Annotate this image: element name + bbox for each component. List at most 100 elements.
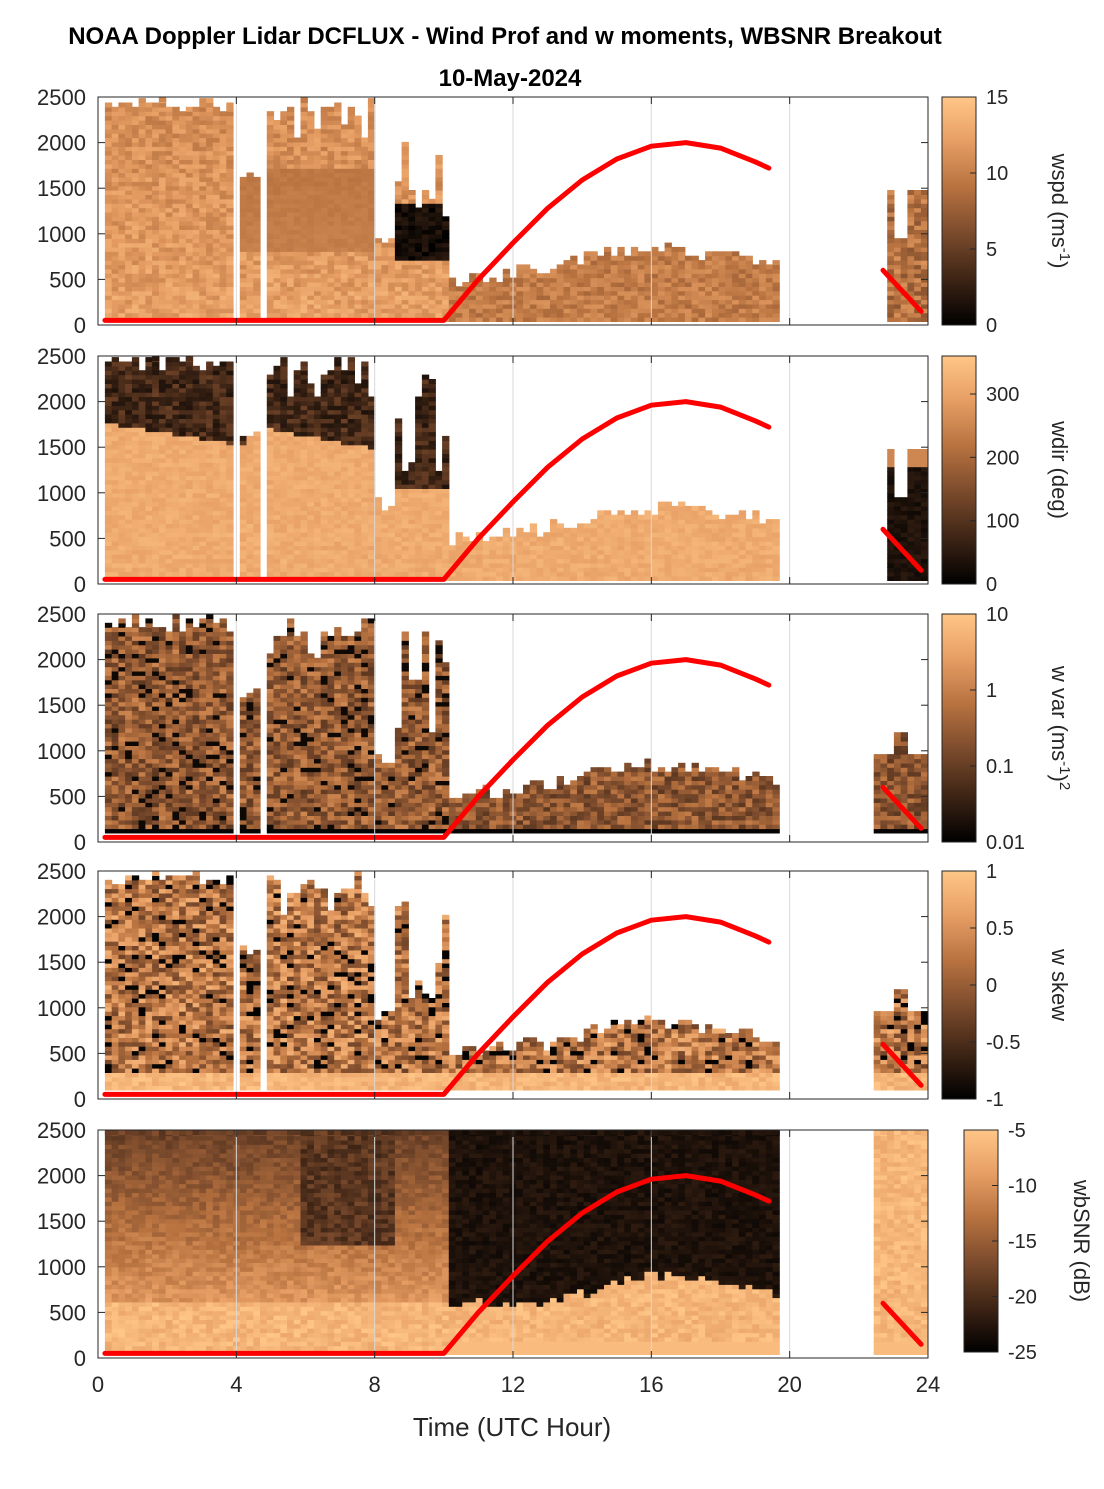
heatmap-cell	[368, 186, 375, 191]
heatmap-cell	[402, 216, 409, 221]
heatmap-cell	[658, 308, 665, 313]
heatmap-cell	[368, 537, 375, 542]
heatmap-cell	[105, 515, 112, 520]
heatmap-cell	[435, 216, 442, 221]
heatmap-cell	[206, 151, 213, 156]
heatmap-cell	[334, 295, 341, 300]
heatmap-cell	[408, 291, 415, 296]
heatmap-cell	[179, 449, 186, 454]
heatmap-cell	[314, 414, 321, 419]
heatmap-cell	[206, 458, 213, 463]
heatmap-cell	[287, 414, 294, 419]
heatmap-cell	[381, 260, 388, 265]
heatmap-cell	[274, 129, 281, 134]
heatmap-cell	[368, 177, 375, 182]
heatmap-cell	[220, 541, 227, 546]
heatmap-cell	[199, 243, 206, 248]
heatmap-cell	[274, 216, 281, 221]
heatmap-cell	[307, 453, 314, 458]
heatmap-cell	[328, 502, 335, 507]
heatmap-cell	[887, 225, 894, 230]
heatmap-cell	[220, 449, 227, 454]
heatmap-cell	[287, 453, 294, 458]
heatmap-cell	[226, 247, 233, 252]
heatmap-cell	[294, 545, 301, 550]
heatmap-cell	[341, 164, 348, 169]
heatmap-cell	[199, 300, 206, 305]
heatmap-cell	[314, 234, 321, 239]
heatmap-cell	[159, 164, 166, 169]
heatmap-cell	[395, 458, 402, 463]
heatmap-cell	[631, 291, 638, 296]
heatmap-cell	[415, 462, 422, 467]
heatmap-cell	[644, 308, 651, 313]
heatmap-cell	[907, 286, 914, 291]
heatmap-cell	[172, 173, 179, 178]
heatmap-cell	[354, 234, 361, 239]
heatmap-cell	[193, 388, 200, 393]
heatmap-cell	[442, 300, 449, 305]
heatmap-cell	[644, 291, 651, 296]
heatmap-cell	[341, 304, 348, 309]
heatmap-cell	[658, 278, 665, 283]
heatmap-cell	[348, 405, 355, 410]
heatmap-cell	[429, 308, 436, 313]
heatmap-cell	[429, 229, 436, 234]
heatmap-cell	[644, 304, 651, 309]
heatmap-cell	[334, 467, 341, 472]
heatmap-cell	[894, 300, 901, 305]
heatmap-cell	[678, 286, 685, 291]
heatmap-cell	[388, 247, 395, 252]
heatmap-cell	[145, 523, 152, 528]
heatmap-cell	[321, 375, 328, 380]
heatmap-cell	[139, 181, 146, 186]
heatmap-cell	[220, 129, 227, 134]
heatmap-cell	[105, 129, 112, 134]
heatmap-cell	[577, 278, 584, 283]
heatmap-cell	[408, 475, 415, 480]
heatmap-cell	[314, 159, 321, 164]
heatmap-cell	[132, 133, 139, 138]
heatmap-cell	[206, 392, 213, 397]
heatmap-cell	[914, 225, 921, 230]
heatmap-cell	[118, 155, 125, 160]
heatmap-cell	[186, 410, 193, 415]
heatmap-cell	[294, 554, 301, 559]
heatmap-cell	[193, 313, 200, 318]
heatmap-cell	[105, 418, 112, 423]
heatmap-cell	[247, 177, 254, 182]
heatmap-cell	[226, 190, 233, 195]
heatmap-cell	[145, 545, 152, 550]
heatmap-cell	[334, 432, 341, 437]
heatmap-cell	[125, 458, 132, 463]
heatmap-cell	[193, 243, 200, 248]
heatmap-cell	[145, 436, 152, 441]
heatmap-cell	[341, 480, 348, 485]
heatmap-cell	[274, 449, 281, 454]
heatmap-cell	[402, 260, 409, 265]
heatmap-cell	[422, 216, 429, 221]
heatmap-cell	[118, 238, 125, 243]
heatmap-cell	[105, 103, 112, 108]
heatmap-cell	[193, 308, 200, 313]
heatmap-cell	[125, 142, 132, 147]
heatmap-cell	[678, 269, 685, 274]
heatmap-cell	[564, 264, 571, 269]
heatmap-cell	[766, 291, 773, 296]
heatmap-cell	[348, 256, 355, 261]
heatmap-cell	[226, 181, 233, 186]
heatmap-cell	[348, 138, 355, 143]
heatmap-cell	[152, 375, 159, 380]
heatmap-cell	[125, 405, 132, 410]
heatmap-cell	[381, 572, 388, 577]
heatmap-cell	[267, 528, 274, 533]
heatmap-cell	[483, 317, 490, 322]
heatmap-cell	[321, 264, 328, 269]
heatmap-cell	[611, 278, 618, 283]
heatmap-cell	[530, 313, 537, 318]
heatmap-cell	[226, 523, 233, 528]
heatmap-cell	[746, 313, 753, 318]
heatmap-cell	[321, 203, 328, 208]
heatmap-cell	[145, 563, 152, 568]
